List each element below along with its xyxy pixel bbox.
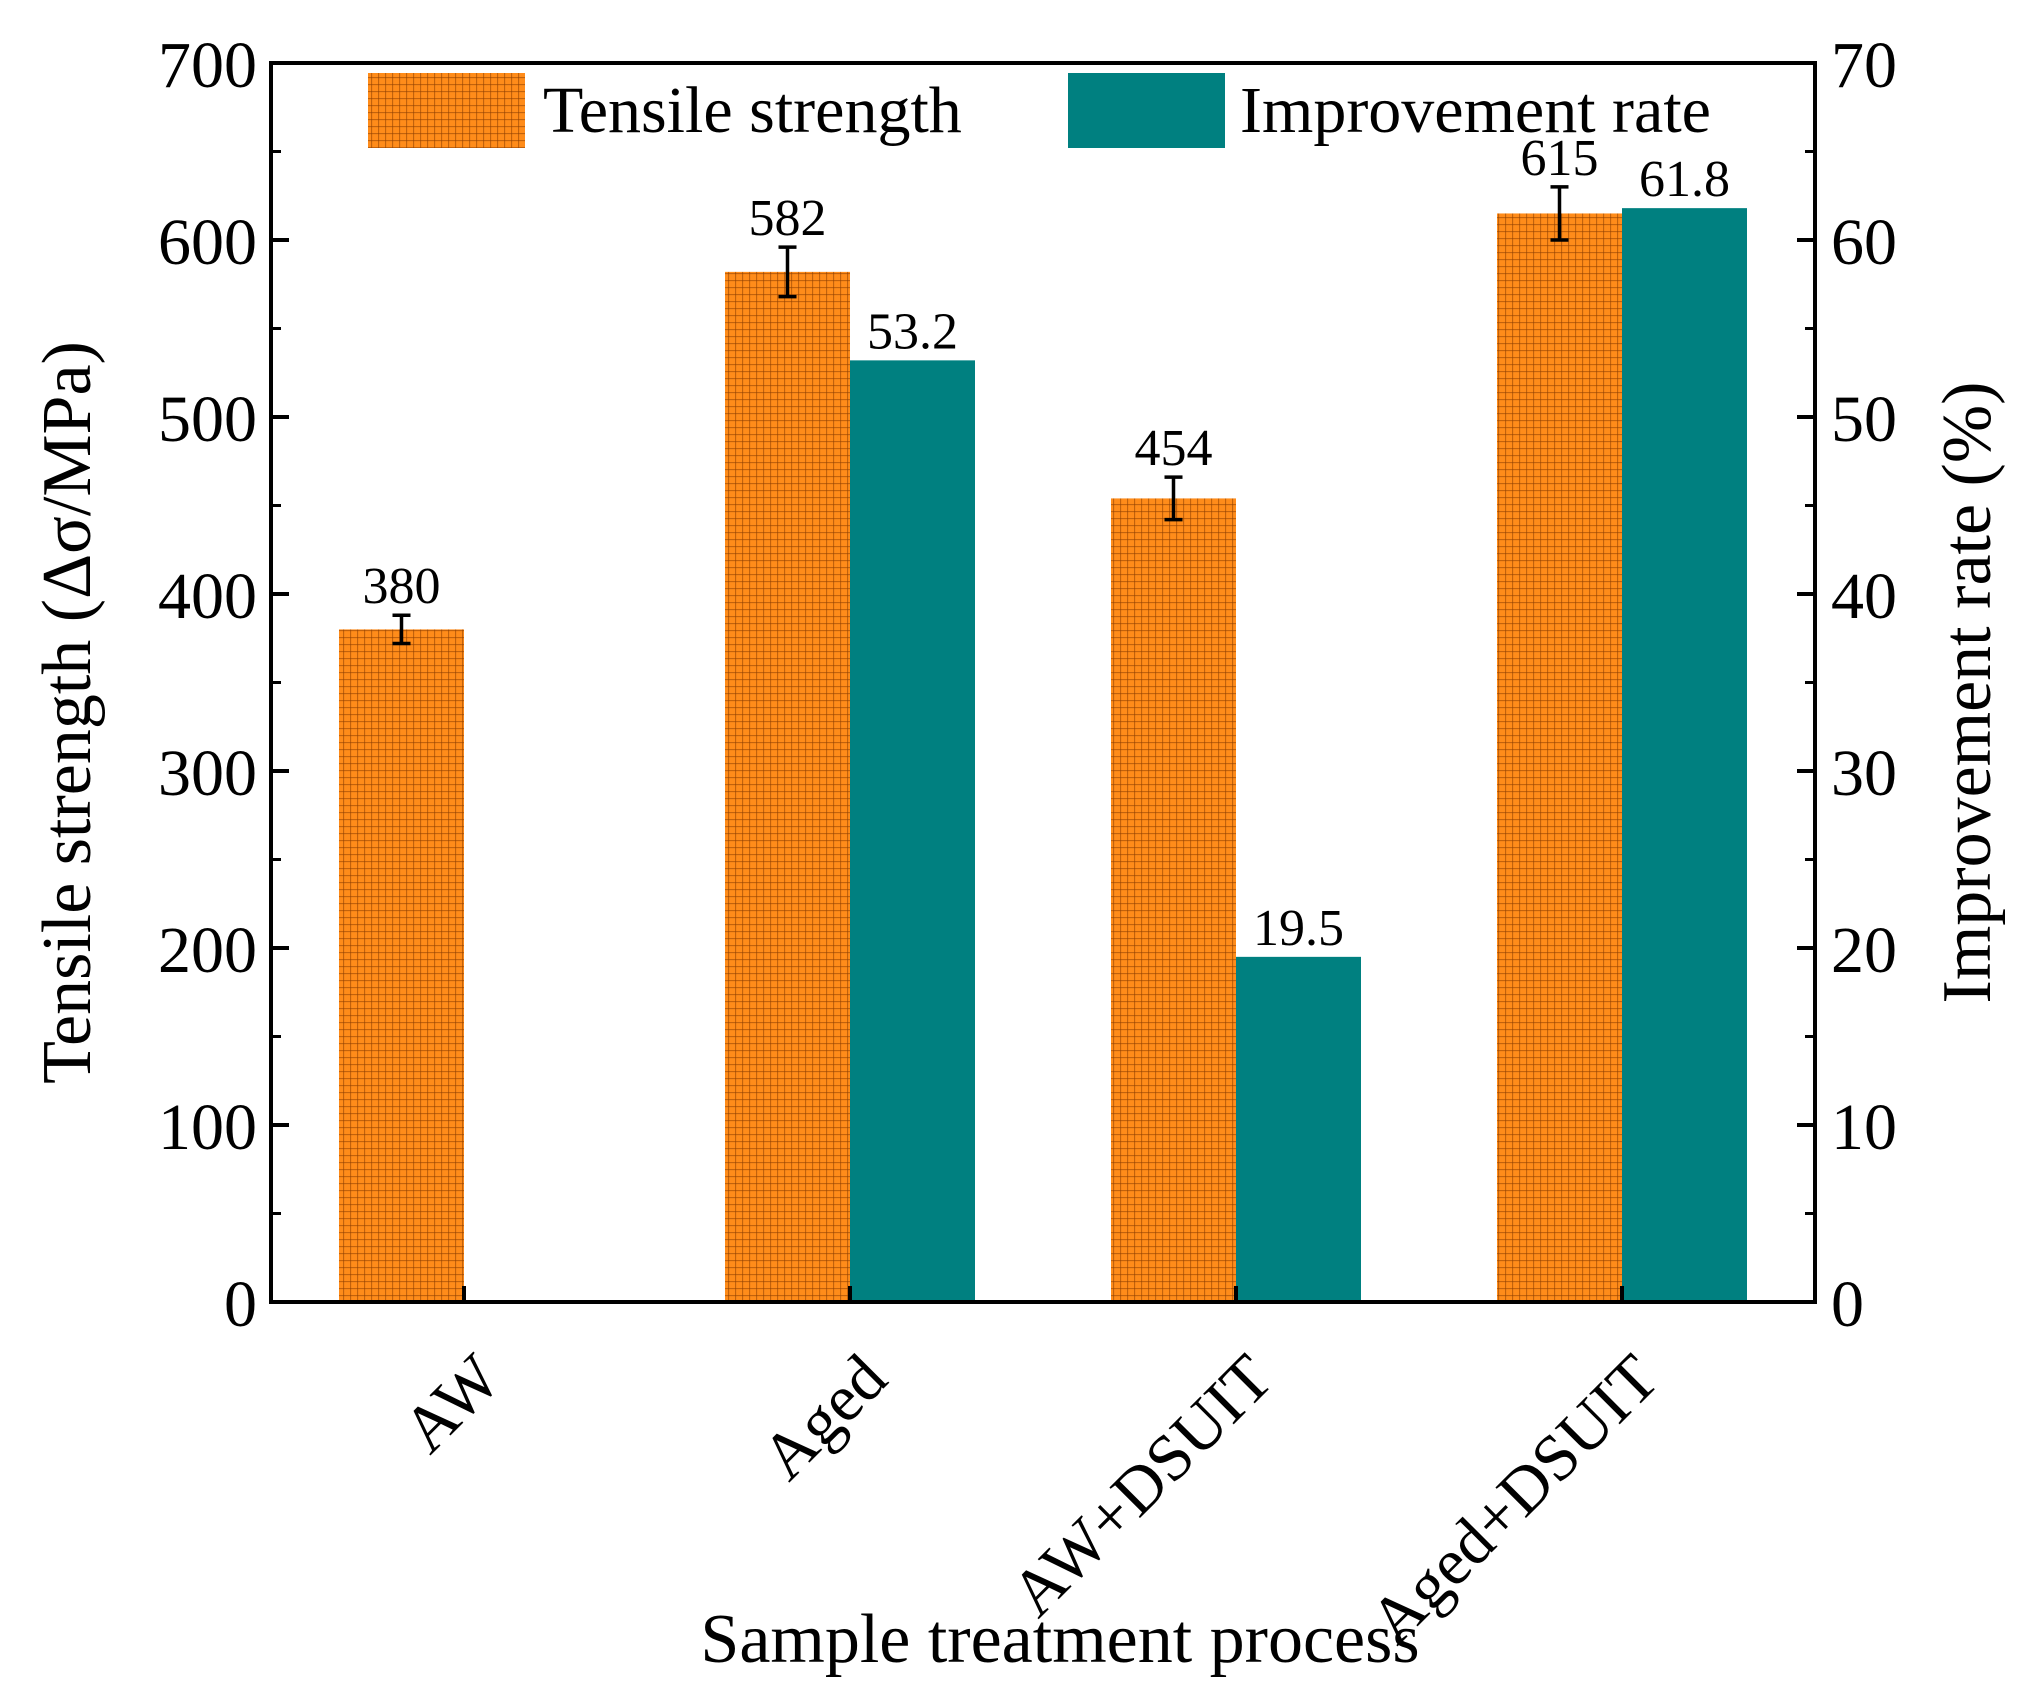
tensile-strength-value-label: 380 [363,558,441,615]
error-bar [778,245,797,299]
improvement-rate-bar [1622,208,1747,1302]
left-axis-tick-label: 500 [158,383,257,456]
x-axis-title: Sample treatment process [700,1601,1419,1678]
left-axis-tick-label: 700 [158,29,257,102]
left-axis-tick-label: 600 [158,206,257,279]
tensile-strength-value-label: 582 [749,190,827,247]
right-axis-tick-label: 70 [1831,29,1897,102]
error-bar [1550,185,1569,242]
legend-item-tensile-strength: Tensile strength [368,73,962,148]
category-label: AW+DSUIT [997,1341,1286,1630]
legend-item-improvement-rate: Improvement rate [1068,73,1711,148]
right-axis-tick-label: 60 [1831,206,1897,279]
right-axis-tick-label: 30 [1831,737,1897,810]
tensile-strength-value-label: 615 [1521,130,1599,187]
right-axis-tick-label: 10 [1831,1091,1897,1164]
bars-layer: 380 582 53.2 454 19.5 615 61.8 [339,130,1747,1303]
improvement-rate-value-label: 53.2 [867,303,958,360]
left-axis-tick-label: 300 [158,737,257,810]
tensile-strength-bar [339,629,464,1302]
right-axis-tick-label: 50 [1831,383,1897,456]
legend: Tensile strength Improvement rate [368,73,1711,148]
tensile-strength-bar [725,271,850,1302]
improvement-rate-bar [1236,956,1361,1302]
left-axis-tick-label: 400 [158,560,257,633]
left-axis-tick-label: 200 [158,914,257,987]
left-axis-title: Tensile strength (Δσ/MPa) [29,341,106,1084]
left-axis-tick-label: 100 [158,1091,257,1164]
tensile-strength-bar [1111,498,1236,1302]
improvement-rate-value-label: 19.5 [1253,900,1344,957]
category-label: Aged [748,1341,901,1494]
error-bar [1164,475,1183,522]
improvement-rate-bar [850,360,975,1302]
tensile-strength-value-label: 454 [1135,420,1213,477]
improvement-rate-value-label: 61.8 [1639,151,1730,208]
category-label: AW [389,1340,515,1466]
right-axis-title: Improvement rate (%) [1929,382,2006,1004]
legend-label: Tensile strength [543,74,962,147]
legend-label: Improvement rate [1240,74,1711,147]
right-axis-tick-label: 0 [1831,1268,1864,1341]
legend-swatch-tensile-strength [368,73,525,148]
error-bar [392,613,411,646]
right-axis-tick-label: 20 [1831,914,1897,987]
left-axis-tick-label: 0 [224,1268,257,1341]
tensile-strength-bar [1497,213,1622,1303]
legend-swatch-improvement-rate [1068,73,1225,148]
right-axis-tick-label: 40 [1831,560,1897,633]
